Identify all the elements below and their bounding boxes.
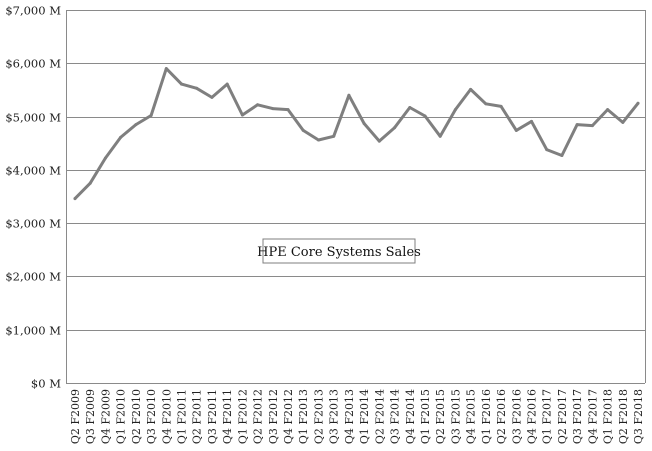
x-tick-label: Q2 F2009 [69, 389, 82, 444]
x-tick-label: Q2 F2014 [373, 389, 386, 444]
x-tick-label: Q4 F2011 [221, 389, 234, 444]
data-point [453, 108, 457, 112]
data-point [195, 86, 199, 90]
data-point [103, 156, 107, 160]
data-point [88, 181, 92, 185]
x-tick-label: Q2 F2017 [556, 389, 569, 444]
x-tick-label: Q1 F2015 [419, 389, 432, 444]
x-tick-label: Q4 F2013 [343, 389, 356, 444]
data-point [286, 108, 290, 112]
x-tick-label: Q4 F2015 [465, 389, 478, 444]
x-tick-label: Q1 F2013 [297, 389, 310, 444]
data-point [423, 114, 427, 118]
legend-box [262, 238, 416, 264]
y-tick-label: $0 M [31, 377, 61, 391]
data-point [73, 197, 77, 201]
data-point [377, 139, 381, 143]
data-point [347, 93, 351, 97]
x-tick-label: Q3 F2013 [328, 389, 341, 444]
x-tick-label: Q4 F2012 [282, 389, 295, 444]
legend-label: HPE Core Systems Sales [257, 245, 421, 260]
data-point [225, 82, 229, 86]
x-tick-label: Q2 F2010 [130, 389, 143, 444]
y-tick-label: $1,000 M [5, 324, 61, 338]
data-point [271, 107, 275, 111]
legend: HPE Core Systems Sales [257, 238, 421, 264]
data-point [180, 82, 183, 86]
x-tick-label: Q1 F2012 [236, 389, 249, 444]
x-tick-label: Q3 F2010 [145, 389, 158, 444]
data-point [484, 102, 488, 106]
y-tick-label: $5,000 M [5, 111, 61, 125]
x-tick-label: Q2 F2011 [191, 389, 204, 444]
series-line-0 [73, 67, 640, 201]
x-tick-label: Q3 F2015 [449, 389, 462, 444]
data-point [408, 106, 412, 109]
x-tick-label: Q1 F2010 [115, 389, 128, 444]
x-tick-label: Q3 F2009 [84, 389, 97, 444]
data-point [119, 135, 123, 139]
y-tick-label: $2,000 M [5, 270, 61, 284]
x-tick-label: Q4 F2009 [99, 389, 112, 444]
x-tick-label: Q2 F2016 [495, 389, 508, 444]
data-point [393, 126, 396, 130]
x-tick-label: Q1 F2014 [358, 389, 371, 444]
x-tick-label: Q3 F2016 [510, 389, 523, 444]
x-tick-label: Q3 F2017 [571, 389, 584, 444]
x-tick-label: Q1 F2016 [480, 389, 493, 444]
x-tick-label: Q1 F2011 [176, 389, 189, 444]
data-point [164, 67, 168, 71]
data-point [560, 154, 564, 157]
data-point [606, 108, 610, 112]
data-point [256, 103, 260, 107]
x-tick-label: Q4 F2016 [525, 389, 538, 444]
x-tick-label: Q2 F2013 [312, 389, 325, 444]
x-axis: Q2 F2009 Q3 F2009 Q4 F2009 Q1 F2010 Q2 F2010… [69, 389, 645, 444]
y-tick-label: $3,000 M [5, 217, 61, 231]
data-point [499, 104, 503, 108]
x-tick-label: Q3 F2018 [632, 389, 645, 444]
x-tick-label: Q2 F2012 [252, 389, 265, 444]
y-axis: $0 M $1,000 M $2,000 M $3,000 M $4,000 M $5,0… [5, 4, 61, 391]
y-tick-label: $7,000 M [5, 4, 61, 18]
data-point [530, 119, 533, 123]
data-point [469, 87, 473, 91]
data-point [621, 120, 625, 124]
data-point [301, 128, 305, 132]
x-tick-label: Q3 F2012 [267, 389, 280, 444]
x-tick-label: Q4 F2014 [404, 389, 417, 444]
y-tick-label: $4,000 M [5, 164, 61, 178]
data-point [134, 123, 138, 127]
data-point [149, 114, 153, 117]
y-tick-label: $6,000 M [5, 57, 61, 71]
data-point [317, 138, 320, 142]
x-tick-label: Q4 F2017 [586, 389, 599, 444]
data-point [590, 124, 594, 128]
x-tick-label: Q1 F2018 [602, 389, 615, 444]
data-point [575, 123, 579, 127]
x-tick-label: Q2 F2018 [617, 389, 630, 444]
x-tick-label: Q2 F2015 [434, 389, 447, 444]
data-point [438, 134, 442, 138]
x-tick-label: Q3 F2011 [206, 389, 219, 444]
x-tick-label: Q4 F2010 [160, 389, 173, 444]
data-point [514, 128, 518, 132]
data-point [240, 113, 244, 117]
series-layer [73, 67, 640, 201]
data-point [636, 101, 640, 105]
data-point [210, 95, 214, 99]
data-point [362, 122, 366, 125]
x-tick-label: Q1 F2017 [541, 389, 554, 444]
x-tick-label: Q3 F2014 [389, 389, 402, 444]
grid-layer [66, 10, 646, 384]
data-point [545, 148, 549, 152]
data-point [332, 134, 336, 138]
